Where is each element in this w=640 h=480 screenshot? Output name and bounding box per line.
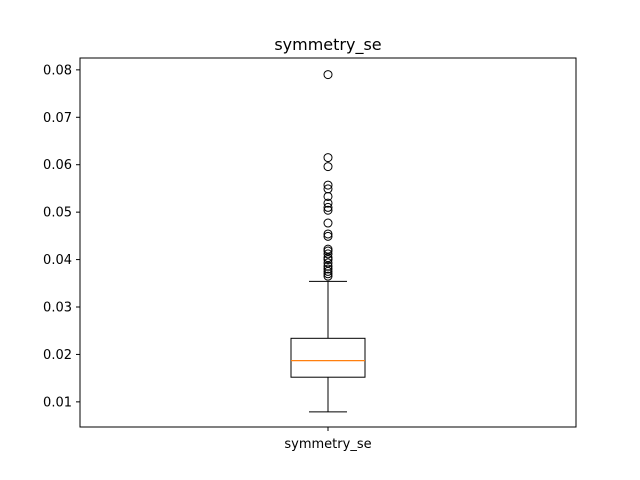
- y-tick-label: 0.07: [43, 111, 72, 126]
- y-tick-label: 0.08: [43, 63, 72, 78]
- y-tick-label: 0.06: [43, 158, 72, 173]
- outlier-point: [323, 229, 333, 239]
- y-tick-label: 0.05: [43, 206, 72, 221]
- outlier-point: [323, 180, 333, 190]
- plot-frame: [79, 57, 577, 428]
- plot-area: [290, 70, 366, 413]
- outlier-point: [323, 153, 333, 163]
- y-tick-label: 0.01: [43, 395, 72, 410]
- outlier-point: [323, 184, 333, 194]
- outlier-point: [323, 202, 333, 212]
- outlier-point: [323, 231, 333, 241]
- outlier-point: [323, 261, 333, 271]
- outlier-point: [323, 162, 333, 172]
- outlier-point: [323, 266, 333, 276]
- y-tick-label: 0.03: [43, 301, 72, 316]
- x-tick-label: symmetry_se: [284, 437, 371, 452]
- outlier-point: [323, 70, 333, 80]
- outlier-point: [323, 271, 333, 281]
- outlier-point: [323, 218, 333, 228]
- y-tick-label: 0.04: [43, 253, 72, 268]
- outlier-point: [323, 258, 333, 268]
- y-tick-label: 0.02: [43, 348, 72, 363]
- outlier-point: [323, 253, 333, 263]
- outlier-point: [323, 244, 333, 254]
- iqr-box: [290, 337, 366, 378]
- outlier-point: [323, 264, 333, 274]
- axes: 0.01 0.02 0.03 0.04 0.05 0.06 0.07 0.08: [43, 57, 577, 431]
- chart-title: symmetry_se: [274, 35, 381, 55]
- outlier-point: [323, 249, 333, 259]
- outlier-point: [323, 198, 333, 208]
- outlier-point: [323, 205, 333, 215]
